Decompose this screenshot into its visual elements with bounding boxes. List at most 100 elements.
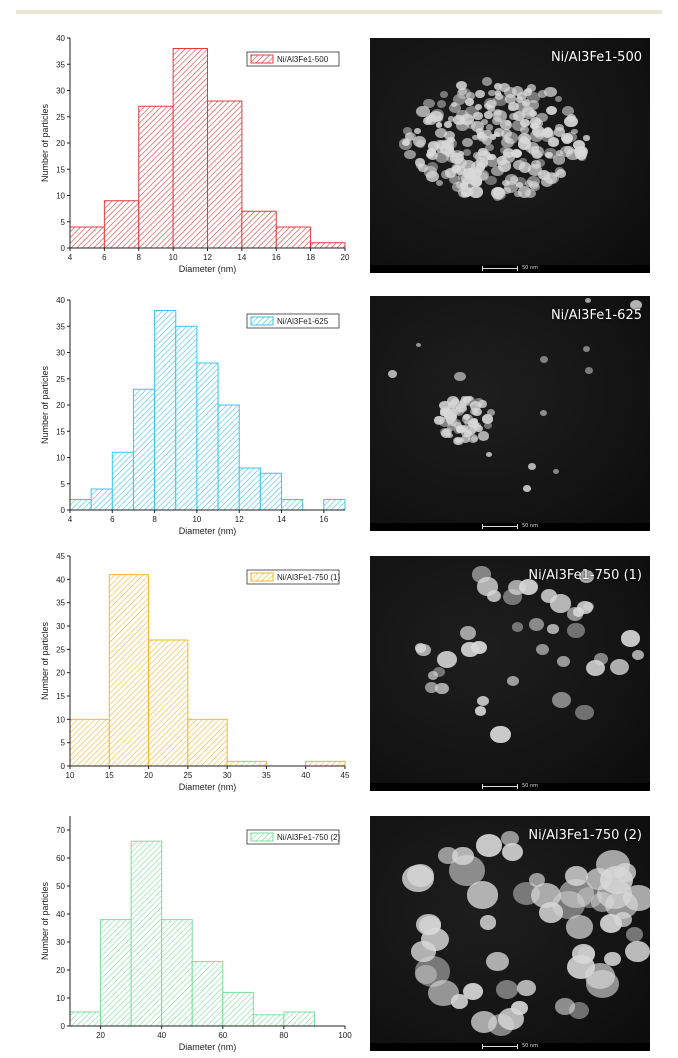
x-tick-label: 40: [157, 1031, 166, 1040]
x-tick-label: 12: [235, 515, 244, 524]
particle-blob: [473, 152, 482, 160]
particle-blob: [444, 121, 452, 128]
particle-blob: [507, 102, 519, 112]
particle-blob: [481, 414, 494, 425]
x-tick-label: 100: [338, 1031, 352, 1040]
particle-blob: [553, 127, 565, 137]
particle-blob: [435, 682, 449, 695]
particle-blob: [460, 626, 477, 640]
histogram-bar: [281, 499, 304, 511]
particle-blob: [614, 911, 632, 927]
particle-blob: [517, 138, 532, 150]
particle-blob: [440, 90, 449, 98]
histogram-bar: [187, 718, 228, 767]
particle-blob: [485, 175, 497, 186]
x-tick-label: 6: [110, 515, 115, 524]
particle-blob: [461, 138, 473, 148]
y-tick-label: 0: [61, 506, 66, 515]
histogram-chart-1: 0 5 10 15 20 25 30 35 40 4 6 8 10 12 14 16 18 20 Diameter …: [40, 34, 350, 274]
particle-blob: [455, 81, 467, 91]
particle-blob: [443, 408, 453, 416]
particle-blob: [586, 970, 620, 999]
legend-swatch: [250, 572, 274, 582]
particle-blob: [455, 403, 468, 414]
particle-blob: [528, 463, 537, 470]
histogram-bar: [90, 488, 113, 511]
particle-blob: [466, 881, 499, 909]
particle-blob: [564, 131, 577, 142]
y-axis-label: Number of particles: [40, 365, 50, 444]
particle-blob: [480, 119, 488, 125]
y-tick-label: 15: [56, 427, 65, 436]
legend-label: Ni/Al3Fe1-625: [277, 317, 329, 326]
particle-blob: [535, 643, 549, 656]
particle-blob: [464, 98, 474, 107]
particle-blob: [471, 120, 485, 132]
histogram-bar: [222, 991, 254, 1027]
histogram-bar: [252, 1014, 285, 1027]
x-axis-label: Diameter (nm): [179, 782, 237, 792]
particle-blob: [476, 577, 499, 596]
particle-blob: [513, 881, 541, 905]
histogram-bar: [175, 325, 198, 511]
particle-blob: [624, 941, 650, 963]
particle-blob: [401, 865, 434, 893]
legend-label: Ni/Al3Fe1-750 (1): [277, 573, 340, 582]
particle-blob: [499, 120, 512, 131]
particle-blob: [524, 87, 532, 94]
particle-blob: [434, 127, 448, 138]
particle-blob: [511, 1001, 529, 1016]
x-tick-label: 20: [341, 253, 350, 262]
x-axis-label: Diameter (nm): [179, 526, 237, 536]
particle-blob: [544, 127, 553, 135]
particle-blob: [474, 706, 486, 716]
y-tick-label: 15: [56, 165, 65, 174]
particle-blob: [510, 176, 519, 183]
x-tick-label: 60: [218, 1031, 227, 1040]
y-tick-label: 70: [56, 826, 65, 835]
particle-blob: [575, 148, 588, 160]
x-tick-label: 30: [223, 771, 232, 780]
particle-blob: [630, 300, 643, 311]
particle-blob: [571, 128, 578, 135]
x-tick-label: 8: [152, 515, 157, 524]
scale-bar: [482, 266, 518, 271]
particle-blob: [566, 148, 580, 161]
particle-blob: [568, 1001, 590, 1020]
particle-blob: [433, 666, 446, 677]
particle-blob: [451, 994, 469, 1009]
particle-blob: [445, 416, 455, 425]
particle-blob: [485, 153, 494, 160]
particle-blob: [478, 431, 490, 441]
y-tick-label: 20: [56, 966, 65, 975]
particle-blob: [470, 417, 478, 424]
y-tick-label: 40: [56, 296, 65, 305]
histogram-bar: [191, 961, 224, 1027]
legend-label: Ni/Al3Fe1-500: [277, 55, 329, 64]
particle-blob: [488, 89, 496, 97]
y-tick-label: 45: [56, 552, 65, 561]
particle-blob: [556, 150, 563, 156]
particle-blob: [559, 145, 574, 158]
particle-blob: [501, 152, 515, 164]
x-tick-label: 8: [137, 253, 142, 262]
scale-bar-label: 50 nm: [522, 783, 538, 789]
particle-blob: [415, 342, 421, 347]
particle-blob: [567, 607, 584, 621]
particle-blob: [423, 98, 435, 109]
histogram-chart-3: 0 5 10 15 20 25 30 35 40 45 10 15 20 25 30 35 40 45 Diamet…: [40, 552, 350, 792]
particle-blob: [553, 468, 560, 474]
tem-micrograph-1: Ni/Al3Fe1-500 50 nm: [370, 38, 650, 273]
particle-blob: [517, 91, 528, 101]
particle-blob: [493, 82, 502, 90]
particle-blob: [503, 187, 511, 194]
particle-blob: [530, 160, 541, 169]
x-tick-label: 4: [68, 515, 73, 524]
particle-blob: [451, 165, 462, 173]
particle-blob: [578, 154, 586, 161]
tem-micrograph-4: Ni/Al3Fe1-750 (2) 50 nm: [370, 816, 650, 1051]
particle-blob: [458, 171, 471, 182]
particle-blob: [490, 187, 505, 200]
particle-blob: [435, 179, 443, 187]
particle-blob: [446, 432, 454, 439]
